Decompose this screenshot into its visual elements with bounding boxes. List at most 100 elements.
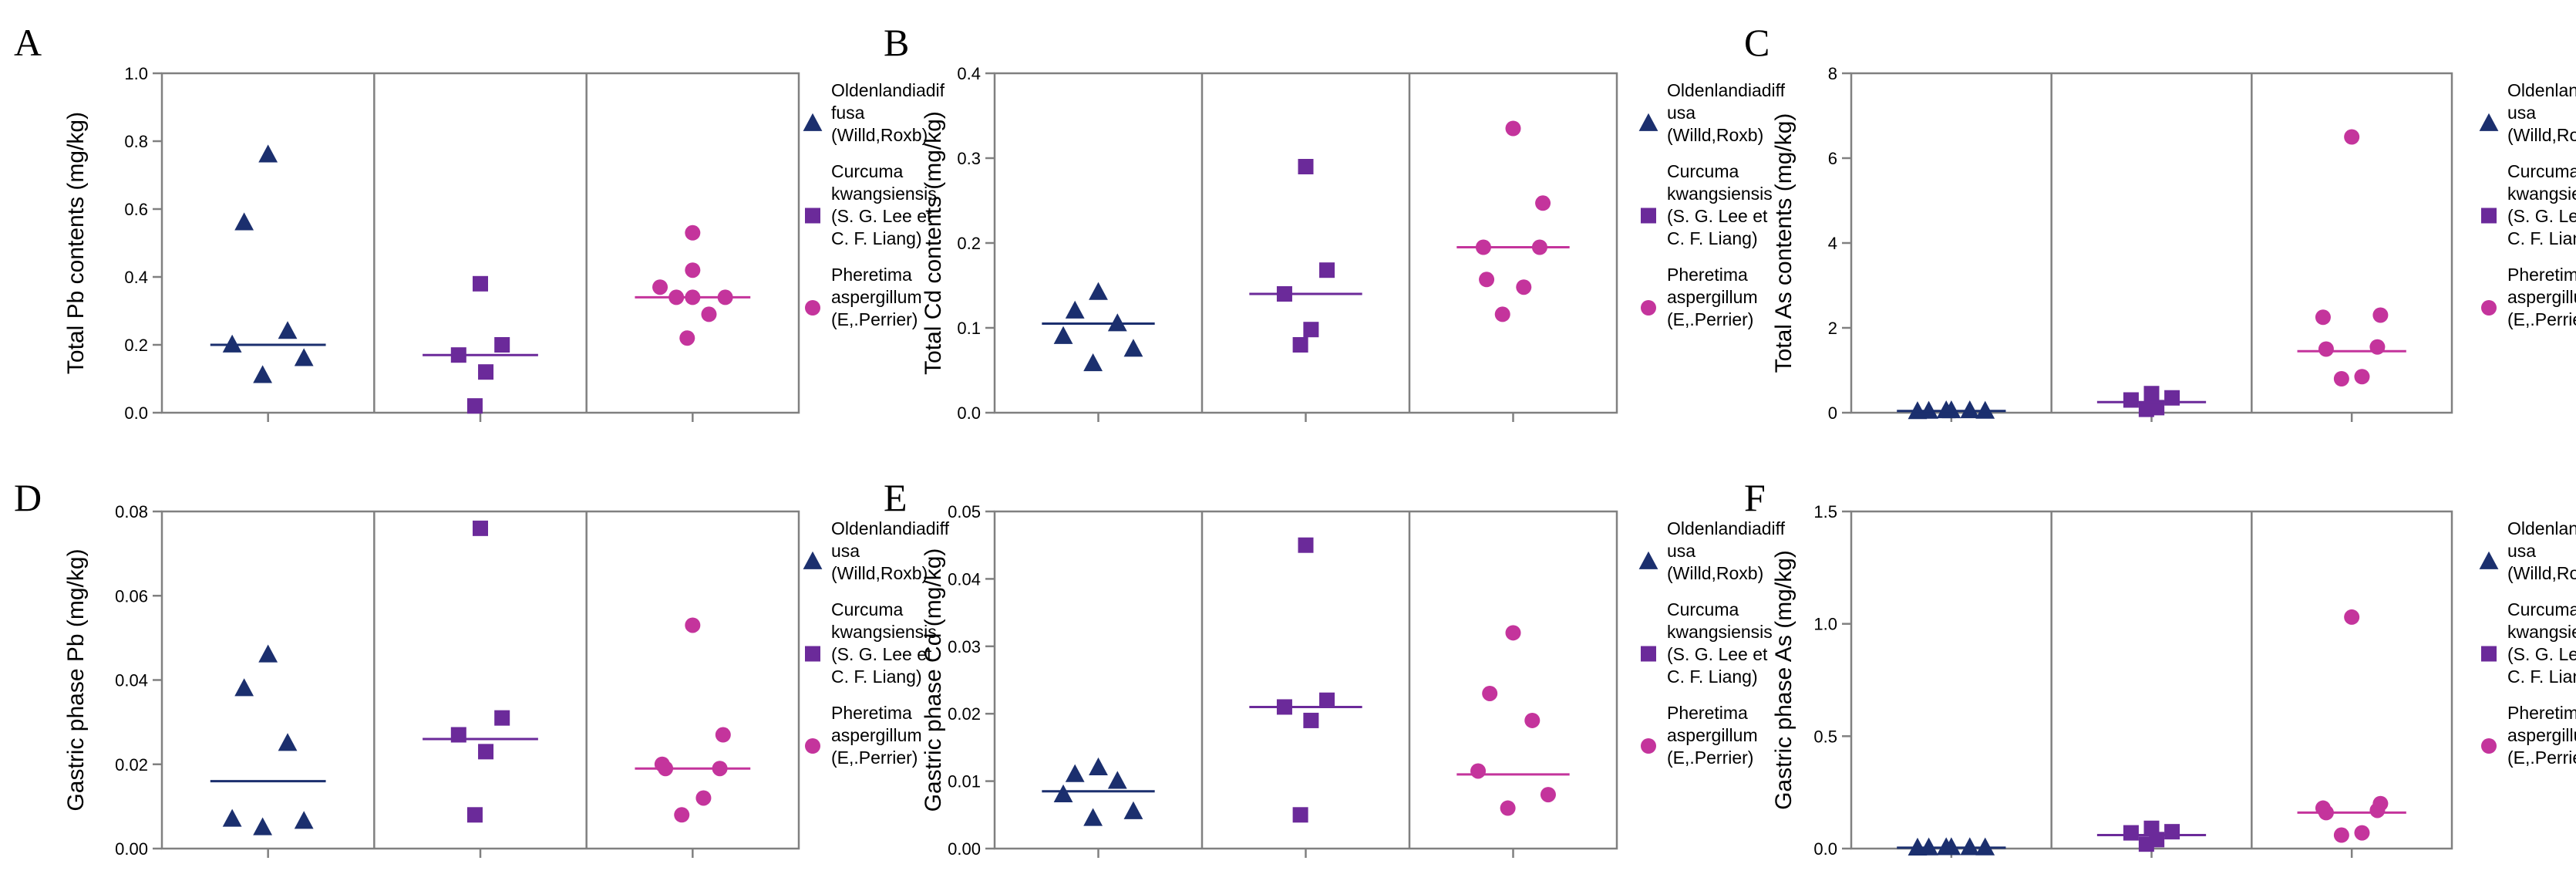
panel-letter: A (14, 21, 42, 64)
data-point (1500, 800, 1516, 816)
legend-label: (Willd,Roxb) (2507, 563, 2576, 583)
legend-label: Pheretima (1667, 265, 1748, 285)
y-tick-label: 0.02 (948, 704, 981, 724)
data-point (278, 321, 298, 339)
data-point (478, 364, 494, 380)
data-point (253, 365, 273, 383)
plot-frame (160, 72, 800, 414)
legend-label: aspergillum (831, 725, 922, 745)
data-point (222, 808, 242, 827)
legend-label: (S. G. Lee et (2507, 206, 2576, 226)
data-point (473, 275, 488, 292)
legend-label: aspergillum (831, 287, 922, 307)
legend-label: Oldenlandiadiff (2507, 80, 2576, 100)
y-tick-label: 0.0 (1813, 839, 1837, 859)
y-axis-label: Gastric phase Pb (mg/kg) (63, 548, 89, 811)
legend-marker-triangle (1638, 551, 1658, 569)
legend-label: usa (1667, 541, 1695, 561)
y-tick-label: 0.00 (115, 839, 148, 859)
panel-letter: B (884, 21, 909, 64)
y-tick-label: 0 (1828, 403, 1837, 423)
data-point (1053, 326, 1073, 344)
legend-label: C. F. Liang) (2507, 667, 2576, 687)
legend-label: kwangsiensis (2507, 184, 2576, 204)
legend-marker-circle (1641, 300, 1656, 316)
legend-label: (E,.Perrier) (2507, 309, 2576, 329)
data-point (1292, 807, 1308, 823)
data-point (2138, 836, 2154, 852)
data-point (1482, 685, 1498, 701)
plot-frame (1850, 72, 2453, 414)
y-tick-label: 0.05 (948, 502, 981, 521)
data-point (466, 807, 483, 823)
data-point (466, 398, 483, 414)
data-point (1494, 306, 1510, 322)
y-axis-label: Gastric phase As (mg/kg) (1771, 550, 1796, 810)
y-tick-label: 4 (1828, 234, 1837, 253)
data-point (679, 330, 695, 346)
legend-label: usa (2507, 541, 2536, 561)
y-tick-label: 0.0 (957, 403, 981, 423)
y-tick-label: 0.8 (124, 132, 148, 151)
data-point (1303, 712, 1319, 728)
data-point (1479, 272, 1495, 288)
legend-label: (Willd,Roxb) (1667, 563, 1763, 583)
legend-label: (S. G. Lee et (1667, 644, 1768, 664)
data-point (685, 224, 701, 241)
legend-label: Curcuma (1667, 599, 1739, 619)
panel-f: F 0.0 0.5 1.0 1.5 Gastric phase As (mg/kg) Old… (1744, 476, 2576, 859)
legend-label: usa (2507, 103, 2536, 123)
data-point (2344, 609, 2360, 625)
y-axis-label: Total Cd contents (mg/kg) (921, 111, 946, 375)
y-tick-label: 1.0 (1813, 615, 1837, 634)
data-point (2123, 392, 2139, 408)
data-point (1298, 159, 1314, 174)
data-point (234, 678, 254, 697)
y-tick-label: 0.03 (948, 637, 981, 656)
legend-label: (S. G. Lee et (2507, 644, 2576, 664)
legend-label: (E,.Perrier) (831, 748, 918, 768)
data-point (2372, 307, 2389, 323)
y-tick-label: 0.3 (957, 149, 981, 168)
legend-marker-circle (805, 738, 820, 754)
data-point (1123, 801, 1143, 819)
data-point (1089, 757, 1108, 776)
legend-label: Curcuma (2507, 599, 2576, 619)
data-point (294, 811, 314, 829)
data-point (1107, 313, 1127, 332)
legend-marker-square (805, 646, 820, 662)
data-point (2143, 386, 2160, 402)
panel-e: E 0.00 0.01 0.02 0.03 0.04 0.05 Gastric phase C… (884, 476, 1786, 859)
data-point (1535, 195, 1551, 211)
data-point (1319, 692, 1335, 708)
legend-marker-square (2481, 646, 2497, 662)
data-point (1524, 712, 1541, 728)
data-point (494, 337, 510, 353)
y-tick-label: 6 (1828, 149, 1837, 168)
data-point (1540, 787, 1556, 803)
data-point (652, 279, 668, 295)
y-tick-label: 0.01 (948, 772, 981, 791)
plot-frame (993, 72, 1618, 414)
legend-label: kwangsiensis (2507, 622, 2576, 642)
data-point (1505, 625, 1521, 641)
y-tick-label: 0.2 (957, 234, 981, 253)
data-point (1936, 400, 1956, 419)
data-point (2369, 802, 2386, 818)
data-point (1065, 764, 1085, 782)
legend-marker-triangle (1638, 113, 1658, 131)
legend-label: Pheretima (831, 703, 912, 723)
legend-label: kwangsiensis (1667, 184, 1773, 204)
legend-label: C. F. Liang) (831, 228, 922, 248)
legend-label: (Willd,Roxb) (2507, 125, 2576, 145)
data-point (2333, 371, 2349, 386)
data-point (1319, 262, 1335, 278)
legend-label: Curcuma (1667, 161, 1739, 181)
legend-marker-circle (2481, 300, 2497, 316)
y-tick-label: 0.4 (124, 268, 148, 287)
y-tick-label: 0.08 (115, 502, 148, 521)
legend-label: usa (831, 541, 860, 561)
y-tick-label: 1.5 (1813, 502, 1837, 521)
legend-marker-square (2481, 208, 2497, 224)
legend-label: Oldenlandiadiff (1667, 518, 1786, 538)
